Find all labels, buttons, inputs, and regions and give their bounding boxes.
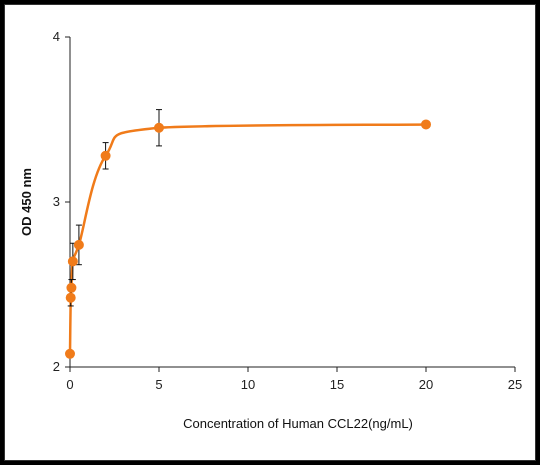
data-point (65, 348, 75, 359)
fit-curve-line (68, 123, 427, 354)
data-point (154, 122, 164, 133)
x-axis-title: Concentration of Human CCL22(ng/mL) (183, 416, 413, 431)
data-point (67, 256, 78, 267)
data-points-layer (65, 119, 431, 359)
x-tick-label: 5 (155, 377, 162, 392)
data-point (65, 292, 76, 303)
fit-curve-layer (68, 123, 427, 354)
x-tick-label: 10 (241, 377, 255, 392)
data-point (66, 282, 77, 293)
x-tick-label: 0 (66, 377, 73, 392)
y-axis-title: OD 450 nm (19, 168, 34, 236)
x-tick-label: 15 (330, 377, 344, 392)
y-tick-label: 4 (53, 29, 60, 44)
x-tick-label: 25 (508, 377, 522, 392)
y-tick-label: 2 (53, 359, 60, 374)
chart-axes: 0 5 10 15 20 25 2 3 4 (53, 29, 522, 392)
x-tick-label: 20 (419, 377, 433, 392)
data-point (73, 239, 84, 250)
data-point (421, 119, 431, 130)
y-tick-label: 3 (53, 194, 60, 209)
data-point (100, 150, 111, 161)
